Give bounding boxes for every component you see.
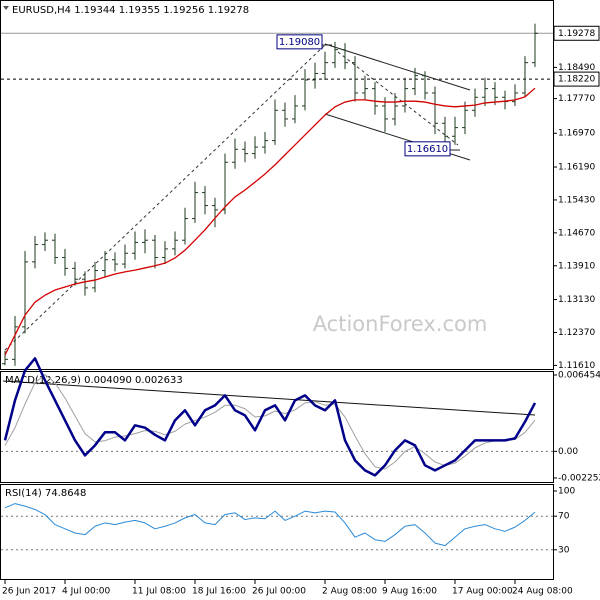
y-tick-label: 1.18490 [558,63,595,73]
price-panel [0,0,554,370]
macd-title: MACD(12,26,9) 0.004090 0.002633 [5,375,183,386]
y-tick-label: 1.17770 [558,94,595,104]
y-tick-label: 1.13910 [558,261,595,271]
x-tick-label: 17 Aug 00:00 [452,587,513,597]
y-tick-label: 1.15430 [558,195,595,205]
annotation-label: 1.19080 [279,37,320,48]
price-level-box [553,25,600,41]
x-tick-label: 24 Aug 08:00 [512,587,573,597]
moving-average [4,87,536,356]
macd-line [3,357,537,477]
trend-line [4,44,326,351]
price-level-box [553,71,600,87]
annotation-label: 1.16610 [407,144,448,155]
rsi-line [4,503,536,547]
y-tick-label: 30 [558,545,570,555]
x-tick-label: 9 Aug 16:00 [382,587,437,597]
macd-panel [0,371,554,483]
y-tick-label: 0.006454 [558,371,600,381]
y-tick-label: 1.12370 [558,328,595,338]
x-tick-label: 11 Jul 08:00 [132,587,186,597]
x-tick-label: 2 Aug 08:00 [322,587,377,597]
channel-line [324,43,471,91]
annotation-box [276,34,323,50]
price-level-label: 1.18220 [558,75,595,85]
y-tick-label: -0.002252 [558,474,600,484]
y-tick-label: 1.16970 [558,129,595,139]
y-tick-label: 1.11610 [558,361,595,371]
y-tick-label: 0.00 [558,447,578,457]
macd-trend-line [2,380,536,416]
menu-icon [3,6,9,10]
y-tick-label: 70 [558,512,570,522]
watermark: ActionForex.com [313,312,488,336]
rsi-title: RSI(14) 74.8648 [5,488,86,499]
price-level-label: 1.19278 [558,29,595,39]
annotation-box [404,141,451,157]
x-tick-label: 18 Jul 16:00 [192,587,246,597]
y-tick-label: 1.16190 [558,163,595,173]
y-tick-label: 1.13130 [558,295,595,305]
y-tick-label: 1.14670 [558,228,595,238]
x-tick-label: 26 Jul 00:00 [252,587,306,597]
y-tick-label: 100 [558,487,575,497]
price-title: EURUSD,H4 1.19344 1.19355 1.19256 1.1927… [12,5,249,16]
x-tick-label: 4 Jul 00:00 [62,587,111,597]
trend-line [337,51,459,146]
rsi-panel [0,484,554,580]
x-tick-label: 26 Jun 2017 [2,587,56,597]
